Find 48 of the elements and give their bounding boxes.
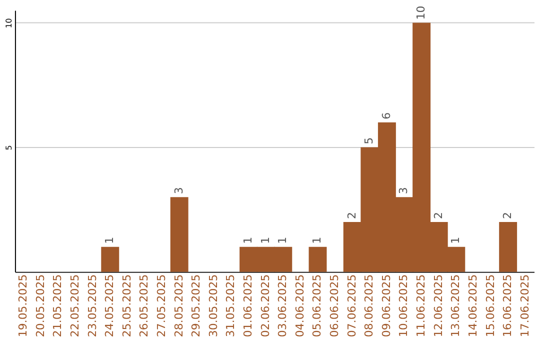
x-tick-label: 23.05.2025 bbox=[86, 274, 99, 338]
data-label: 1 bbox=[103, 236, 116, 244]
data-label: 1 bbox=[310, 236, 324, 244]
data-label: 2 bbox=[345, 212, 358, 220]
x-tick-label: 03.06.2025 bbox=[276, 274, 290, 338]
data-label: 5 bbox=[362, 137, 376, 144]
x-tick-label: 11.06.2025 bbox=[414, 274, 428, 338]
x-tick-label: 05.06.2025 bbox=[310, 274, 324, 338]
x-tick-label: 19.05.2025 bbox=[16, 274, 30, 338]
x-tick-label: 20.05.2025 bbox=[34, 274, 47, 338]
x-tick-label: 08.06.2025 bbox=[362, 274, 376, 338]
data-label: 1 bbox=[449, 236, 462, 244]
x-tick-label: 16.06.2025 bbox=[501, 274, 514, 338]
bar bbox=[308, 246, 327, 272]
x-tick-label: 30.05.2025 bbox=[206, 274, 220, 338]
x-tick-label: 14.06.2025 bbox=[466, 274, 480, 338]
data-label: 2 bbox=[501, 212, 514, 220]
bar bbox=[499, 222, 518, 272]
x-tick-label: 04.06.2025 bbox=[293, 274, 306, 338]
data-label: 1 bbox=[242, 236, 255, 244]
x-tick-label: 02.06.2025 bbox=[258, 274, 272, 338]
x-tick-label: 25.05.2025 bbox=[120, 274, 134, 338]
x-tick-label: 31.05.2025 bbox=[224, 274, 238, 338]
x-tick-label: 12.06.2025 bbox=[432, 274, 445, 338]
x-tick-label: 28.05.2025 bbox=[172, 274, 186, 338]
data-label: 1 bbox=[276, 236, 290, 244]
data-label: 1 bbox=[258, 236, 272, 244]
data-label: 3 bbox=[397, 187, 410, 194]
x-tick-label: 29.05.2025 bbox=[190, 274, 203, 338]
data-label: 10 bbox=[414, 6, 428, 20]
x-tick-label: 26.05.2025 bbox=[138, 274, 151, 338]
data-label: 6 bbox=[380, 112, 393, 120]
x-tick-label: 22.05.2025 bbox=[68, 274, 82, 338]
data-label: 2 bbox=[432, 212, 445, 220]
x-tick-label: 27.05.2025 bbox=[155, 274, 168, 338]
x-tick-label: 06.06.2025 bbox=[328, 274, 342, 338]
data-label: 3 bbox=[172, 187, 186, 194]
x-tick-label: 07.06.2025 bbox=[345, 274, 358, 338]
bar bbox=[170, 197, 188, 272]
x-tick-label: 17.06.2025 bbox=[518, 274, 532, 338]
x-tick-label: 09.06.2025 bbox=[380, 274, 393, 338]
x-tick-label: 24.05.2025 bbox=[103, 274, 116, 338]
x-tick-label: 10.06.2025 bbox=[397, 274, 410, 338]
x-tick-label: 21.05.2025 bbox=[51, 274, 64, 338]
x-tick-label: 01.06.2025 bbox=[242, 274, 255, 338]
bar bbox=[101, 246, 120, 272]
x-tick-label: 13.06.2025 bbox=[449, 274, 462, 338]
x-tick-label: 15.06.2025 bbox=[484, 274, 497, 338]
